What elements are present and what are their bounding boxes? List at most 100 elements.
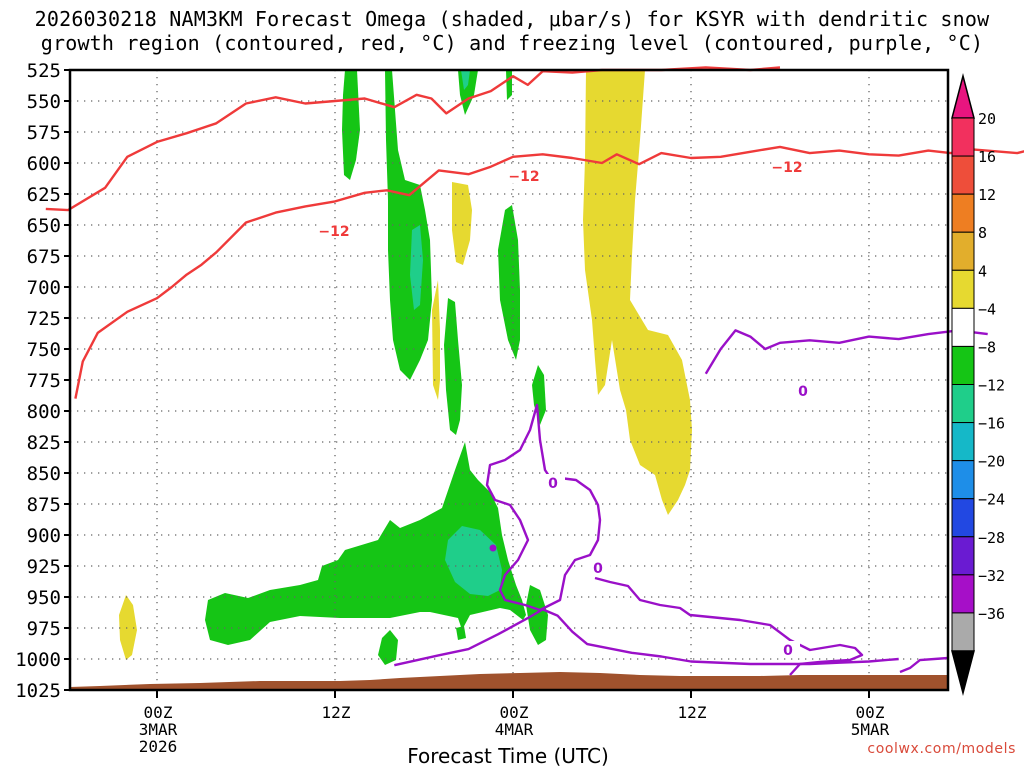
omega-region-green-main bbox=[205, 442, 526, 645]
contour-label-bg bbox=[512, 167, 536, 183]
omega-region-green-blob1 bbox=[378, 630, 398, 665]
y-tick-label: 800 bbox=[27, 401, 61, 423]
contour-label: 0 bbox=[548, 476, 558, 492]
omega-region-green-top2 bbox=[506, 70, 512, 100]
y-tick-label: 675 bbox=[27, 246, 61, 268]
chart-contours bbox=[45, 66, 1024, 676]
x-axis-label: Forecast Time (UTC) bbox=[407, 744, 609, 768]
contour-label-bg bbox=[586, 559, 610, 575]
contour-label-bg bbox=[322, 222, 346, 238]
y-tick-label: 700 bbox=[27, 277, 61, 299]
freezing-level-contour-lower bbox=[394, 608, 899, 667]
omega-region-green-upper bbox=[385, 70, 432, 380]
y-tick-label: 925 bbox=[27, 556, 61, 578]
contour-label: −12 bbox=[318, 224, 349, 240]
chart-title-line2: growth region (contoured, red, °C) and f… bbox=[40, 31, 984, 55]
omega-region-teal bbox=[445, 526, 502, 596]
contour-label-bg bbox=[776, 641, 800, 657]
contour-label: 0 bbox=[783, 643, 793, 659]
omega-region-green-col3 bbox=[498, 205, 520, 360]
y-tick-label: 600 bbox=[27, 153, 61, 175]
omega-region-yellow bbox=[583, 70, 692, 515]
x-tick-label: 3MAR bbox=[139, 720, 178, 739]
colorbar-swatch bbox=[951, 307, 975, 347]
chart-axes bbox=[64, 68, 950, 698]
colorbar-label: 12 bbox=[978, 186, 996, 204]
colorbar-swatch bbox=[951, 612, 975, 652]
colorbar-swatch bbox=[951, 269, 975, 309]
colorbar-swatch bbox=[951, 574, 975, 614]
y-tick-label: 900 bbox=[27, 525, 61, 547]
x-tick-label: 12Z bbox=[322, 703, 351, 722]
contour-label-bg bbox=[775, 158, 799, 174]
colorbar-label: 16 bbox=[978, 148, 996, 166]
colorbar-label: 20 bbox=[978, 110, 996, 128]
y-tick-labels: 525 550 575 600 625 650 675 700 725 750 775 800 825 8… bbox=[15, 60, 61, 702]
x-tick-label: 00Z bbox=[500, 703, 529, 722]
colorbar-label: −8 bbox=[978, 338, 996, 356]
contour-label: −12 bbox=[508, 169, 539, 185]
y-tick-label: 750 bbox=[27, 339, 61, 361]
colorbar-swatch bbox=[951, 422, 975, 462]
colorbar-label: −4 bbox=[978, 300, 996, 318]
colorbar-label: −36 bbox=[978, 605, 1005, 623]
colorbar: 20 16 12 8 4 −4 −8 −12 −16 −20 −24 −28 −32 −36 bbox=[951, 73, 1005, 696]
x-tick-label: 5MAR bbox=[851, 720, 890, 739]
y-tick-label: 525 bbox=[27, 60, 61, 82]
x-tick-label: 4MAR bbox=[495, 720, 534, 739]
colorbar-swatch bbox=[951, 155, 975, 195]
colorbar-swatch bbox=[951, 384, 975, 424]
y-tick-label: 625 bbox=[27, 184, 61, 206]
terrain-fill bbox=[70, 672, 948, 690]
colorbar-label: −28 bbox=[978, 529, 1005, 547]
colorbar-label: −16 bbox=[978, 415, 1005, 433]
colorbar-swatch bbox=[951, 193, 975, 233]
y-tick-label: 850 bbox=[27, 463, 61, 485]
colorbar-label: 8 bbox=[978, 224, 987, 242]
omega-region-green-col2 bbox=[444, 298, 462, 435]
y-tick-label: 875 bbox=[27, 494, 61, 516]
colorbar-swatch bbox=[951, 536, 975, 576]
colorbar-swatch bbox=[951, 231, 975, 271]
colorbar-label: 4 bbox=[978, 262, 987, 280]
y-tick-label: 825 bbox=[27, 432, 61, 454]
freezing-level-dot bbox=[489, 544, 497, 552]
y-tick-label: 1025 bbox=[15, 680, 61, 702]
colorbar-swatch bbox=[951, 117, 975, 157]
contour-label-bg bbox=[791, 382, 815, 398]
colorbar-swatch bbox=[951, 498, 975, 538]
omega-region-yellow-small2 bbox=[432, 280, 440, 400]
y-tick-label: 575 bbox=[27, 122, 61, 144]
omega-region-green-col1 bbox=[342, 70, 360, 180]
contour-label: 0 bbox=[593, 561, 603, 577]
omega-region-green-spot bbox=[456, 626, 466, 640]
contour-labels: −12 −12 −12 0 0 0 0 bbox=[318, 158, 815, 659]
freezing-level-contour-right bbox=[594, 576, 864, 676]
x-tick-label: 00Z bbox=[856, 703, 885, 722]
omega-region-teal-top1 bbox=[461, 70, 470, 90]
y-tick-label: 975 bbox=[27, 618, 61, 640]
freezing-level-contour-upper bbox=[704, 329, 988, 375]
y-tick-label: 650 bbox=[27, 215, 61, 237]
terrain-brown bbox=[70, 672, 948, 690]
y-tick-label: 775 bbox=[27, 370, 61, 392]
y-tick-label: 950 bbox=[27, 587, 61, 609]
colorbar-swatch bbox=[951, 460, 975, 500]
colorbar-label: −32 bbox=[978, 567, 1005, 585]
freezing-level-contour-loop bbox=[485, 403, 602, 612]
colorbar-top-arrow bbox=[951, 73, 975, 119]
contour-label: 0 bbox=[798, 384, 808, 400]
omega-region-green-blob2 bbox=[526, 585, 548, 645]
colorbar-bottom-arrow bbox=[951, 650, 975, 696]
dendritic-contour-lower bbox=[74, 145, 1024, 399]
x-tick-label: 12Z bbox=[678, 703, 707, 722]
contour-label-bg bbox=[541, 474, 565, 490]
y-tick-label: 1000 bbox=[15, 649, 61, 671]
omega-region-teal-upper bbox=[410, 225, 423, 310]
omega-shading bbox=[119, 70, 692, 665]
freezing-level-contour-edge bbox=[899, 656, 949, 674]
credit-text: coolwx.com/models bbox=[867, 741, 1016, 757]
y-tick-label: 550 bbox=[27, 91, 61, 113]
